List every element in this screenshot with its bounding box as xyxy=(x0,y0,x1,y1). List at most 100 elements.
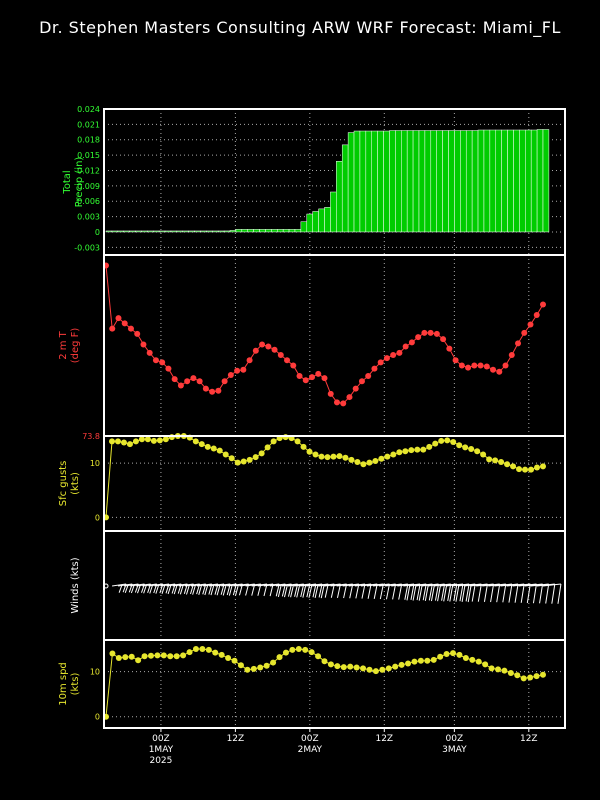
wind-barb-staff xyxy=(439,583,457,587)
gust-point xyxy=(522,466,529,473)
wind-barb xyxy=(379,583,397,600)
wind-barb-flag xyxy=(216,584,221,596)
wind-barb xyxy=(372,583,390,600)
temp-point xyxy=(277,351,284,358)
wind-barb-staff xyxy=(251,583,268,587)
wind-barb xyxy=(494,583,513,603)
wind-barb xyxy=(354,583,372,599)
temp-point xyxy=(521,329,528,336)
wind-barb-flag xyxy=(459,583,464,602)
wspd-point xyxy=(122,654,129,661)
wspd-panel-frame xyxy=(103,639,566,729)
wind-barb-flag xyxy=(398,583,403,600)
labels-layer: 0.024 0.021 0.018 0.015 0.012 0.009 0.006 0.003… xyxy=(58,105,538,766)
wind-barb-flag xyxy=(449,584,454,602)
wind-barb-flag xyxy=(336,583,341,599)
wspd-point xyxy=(443,650,450,657)
precip-bar xyxy=(495,129,502,233)
wind-barb-staff xyxy=(275,583,292,587)
wspd-tick-label: 10 xyxy=(90,668,100,677)
wspd-point xyxy=(250,665,257,672)
gust-point xyxy=(540,463,546,470)
gust-point xyxy=(120,439,127,446)
wind-barb xyxy=(360,583,378,600)
gust-point xyxy=(510,463,517,470)
wind-barb-flag xyxy=(434,583,439,601)
precip-bar xyxy=(229,230,237,233)
precip-bar xyxy=(188,230,195,233)
wind-barb xyxy=(451,583,470,602)
precip-bar xyxy=(383,130,390,233)
precip-bar xyxy=(217,230,225,233)
gust-point xyxy=(384,453,391,460)
wind-barb xyxy=(391,583,409,600)
gust-point xyxy=(426,443,433,450)
precip-tick-label: -0.003 xyxy=(74,243,100,252)
wspd-point xyxy=(424,657,431,664)
wind-barb-flag xyxy=(349,583,354,599)
wind-barb-staff xyxy=(281,583,298,587)
wind-barb xyxy=(409,583,427,601)
temp-point xyxy=(127,325,134,332)
wind-barb xyxy=(464,583,482,602)
precip-bar xyxy=(318,208,325,233)
gust-series-line xyxy=(105,435,544,518)
temp-point xyxy=(408,339,415,346)
gust-axis-label-line1: Sfc gusts xyxy=(58,461,69,507)
gust-point xyxy=(330,453,337,460)
wspd-point xyxy=(482,661,489,668)
temp-point xyxy=(433,330,440,337)
wind-barb-staff xyxy=(190,583,206,587)
precip-bar xyxy=(105,230,113,233)
precip-bar xyxy=(353,130,361,233)
wind-barb-flag xyxy=(416,583,421,601)
temp-point xyxy=(346,394,353,401)
wind-barb xyxy=(457,583,476,603)
temp-point xyxy=(440,336,447,343)
precip-bar xyxy=(247,229,254,233)
temp-point xyxy=(377,359,384,366)
temp-point xyxy=(358,378,365,385)
wind-barb-flag xyxy=(447,583,452,601)
wind-barb-flag xyxy=(430,584,435,602)
wind-barb-staff xyxy=(263,583,280,587)
wspd-point xyxy=(192,646,199,653)
temp-point xyxy=(202,385,209,392)
wind-barb-staff xyxy=(366,583,384,587)
wspd-point xyxy=(225,655,232,662)
wspd-point xyxy=(379,666,386,673)
wind-barb-flag xyxy=(406,584,411,601)
wspd-point xyxy=(360,665,367,672)
temp-point xyxy=(140,341,147,348)
wind-barb xyxy=(330,583,348,599)
temp-point xyxy=(315,370,322,377)
gust-point xyxy=(390,451,397,458)
precip-bar xyxy=(513,129,520,233)
wind-barb-staff xyxy=(142,583,157,587)
temp-point xyxy=(465,364,472,371)
wind-barb-flag xyxy=(441,583,446,601)
wind-barb-flag xyxy=(385,583,390,600)
wspd-point xyxy=(115,655,122,662)
precip-bar xyxy=(194,230,201,233)
wind-barb-flag xyxy=(330,583,335,598)
wspd-point xyxy=(109,650,116,657)
temp-point xyxy=(184,378,191,385)
gust-tick-label: 10 xyxy=(90,459,100,468)
temp-point xyxy=(427,329,434,336)
precip-tick-label: 0.018 xyxy=(77,136,100,145)
wspd-axis-label-line1: 10m spd xyxy=(58,662,69,706)
gust-point xyxy=(138,436,145,443)
wspd-point xyxy=(308,649,315,656)
gust-point xyxy=(318,453,325,460)
precip-bar xyxy=(336,161,343,233)
wind-barb-staff xyxy=(506,583,525,587)
wspd-point xyxy=(430,656,437,663)
temp-point xyxy=(240,366,247,373)
marks-layer xyxy=(103,129,562,720)
x-tick-date: 3MAY xyxy=(442,745,467,755)
gust-tick-label: 0 xyxy=(95,513,100,522)
wind-barb-staff xyxy=(530,583,549,587)
wspd-point xyxy=(135,657,142,664)
wind-barb xyxy=(536,583,556,604)
